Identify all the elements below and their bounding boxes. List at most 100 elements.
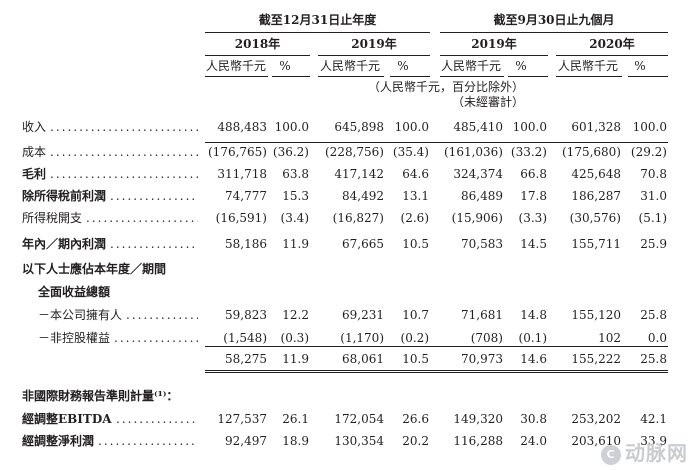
unit-underline [440,76,504,77]
amount-cell: 86,489 [461,189,503,203]
percent-cell: 25.8 [640,308,667,322]
row-label: 非國際財務報告準則計量⁽¹⁾： [22,389,179,403]
amount-cell: 58,186 [225,237,267,251]
amount-cell: 485,410 [453,120,503,134]
percent-cell: 70.8 [640,167,667,181]
year-header-2020-nine-months: 2020年 [589,37,635,51]
leader-dots: ........................................ [50,145,198,159]
percent-cell: (0.1) [518,331,547,345]
row-label: 毛利 [22,167,47,181]
leader-dots: ........................................ [98,434,198,448]
total-rule [205,372,668,373]
row-label: －非控股權益 [38,331,111,345]
percent-cell: (33.2) [510,145,547,159]
year-header-2019: 2019年 [351,37,397,51]
percent-cell: 14.6 [520,352,547,366]
unit-header-pct: % [279,59,291,73]
amount-cell: 155,711 [571,237,621,251]
unit-header-rmb: 人民幣千元 [320,59,381,73]
amount-cell: 149,320 [453,412,503,426]
percent-cell: (0.2) [400,331,429,345]
watermark: C 动脉网 [601,437,688,466]
percent-cell: (5.1) [638,211,667,225]
row-label: 收入 [22,120,47,134]
row-label: 除所得稅前利潤 [22,189,107,203]
percent-cell: 66.8 [520,167,547,181]
subtotal-rule [205,142,668,143]
amount-cell: 311,718 [217,167,267,181]
unit-header-pct: % [634,59,646,73]
percent-cell: 100.0 [632,120,667,134]
year-underline [205,55,310,56]
unit-header-rmb: 人民幣千元 [206,59,267,73]
amount-cell: 127,537 [217,412,267,426]
amount-cell: 102 [598,331,621,345]
amount-cell: (16,591) [215,211,267,225]
amount-cell: 70,973 [461,352,503,366]
amount-cell: 324,374 [453,167,503,181]
amount-cell: 425,648 [571,167,621,181]
percent-cell: 15.3 [282,189,309,203]
amount-cell: 59,823 [225,308,267,322]
percent-cell: (29.2) [630,145,667,159]
group-underline-annual [205,32,430,33]
unit-underline [556,76,622,77]
leader-dots: ........................................ [126,308,198,322]
subtotal-rule [205,346,668,347]
unit-note: （人民幣千元，百分比除外） [368,80,525,94]
percent-cell: 25.9 [640,237,667,251]
percent-cell: 17.8 [520,189,547,203]
group-header-annual: 截至12月31日止年度 [258,13,377,27]
amount-cell: 92,497 [225,434,267,448]
amount-cell: 69,231 [342,308,384,322]
row-label: 所得稅開支 [22,211,83,225]
percent-cell: 10.5 [402,237,429,251]
percent-cell: 25.8 [640,352,667,366]
amount-cell: 253,202 [571,412,621,426]
percent-cell: (3.3) [518,211,547,225]
percent-cell: 10.5 [402,352,429,366]
leader-dots: ........................................ [114,331,198,345]
percent-cell: 24.0 [520,434,547,448]
percent-cell: 42.1 [640,412,667,426]
percent-cell: 26.6 [402,412,429,426]
amount-cell: 84,492 [342,189,384,203]
percent-cell: 100.0 [394,120,429,134]
percent-cell: (0.3) [280,331,309,345]
unit-header-rmb: 人民幣千元 [558,59,619,73]
percent-cell: 100.0 [512,120,547,134]
leader-dots: ........................................ [86,211,198,225]
percent-cell: (3.4) [280,211,309,225]
group-header-nine-months: 截至9月30日止九個月 [493,13,615,27]
percent-cell: 20.2 [402,434,429,448]
amount-cell: (15,906) [451,211,503,225]
row-label: 經調整淨利潤 [22,434,95,448]
year-underline [318,55,430,56]
percent-cell: 11.9 [282,352,309,366]
amount-cell: (228,756) [325,145,384,159]
amount-cell: (16,827) [332,211,384,225]
unit-header-pct: % [515,59,527,73]
row-label: 年內／期內利潤 [22,237,107,251]
row-label: －本公司擁有人 [38,308,123,322]
amount-cell: 155,222 [571,352,621,366]
unit-underline [205,76,268,77]
unit-underline [628,76,668,77]
percent-cell: 26.1 [282,412,309,426]
amount-cell: 74,777 [225,189,267,203]
amount-cell: 186,287 [571,189,621,203]
amount-cell: 417,142 [334,167,384,181]
amount-cell: 130,354 [334,434,384,448]
leader-dots: ........................................ [50,120,198,134]
percent-cell: 33.9 [640,434,667,448]
percent-cell: 100.0 [274,120,309,134]
unit-header-pct: % [397,59,409,73]
watermark-logo-icon: C [601,444,621,465]
amount-cell: (1,548) [223,331,267,345]
total-rule [205,370,668,371]
amount-cell: 488,483 [217,120,267,134]
unaudited-note: （未經審計） [452,95,525,109]
amount-cell: 645,898 [334,120,384,134]
percent-cell: (36.2) [272,145,309,159]
amount-cell: (30,576) [569,211,621,225]
